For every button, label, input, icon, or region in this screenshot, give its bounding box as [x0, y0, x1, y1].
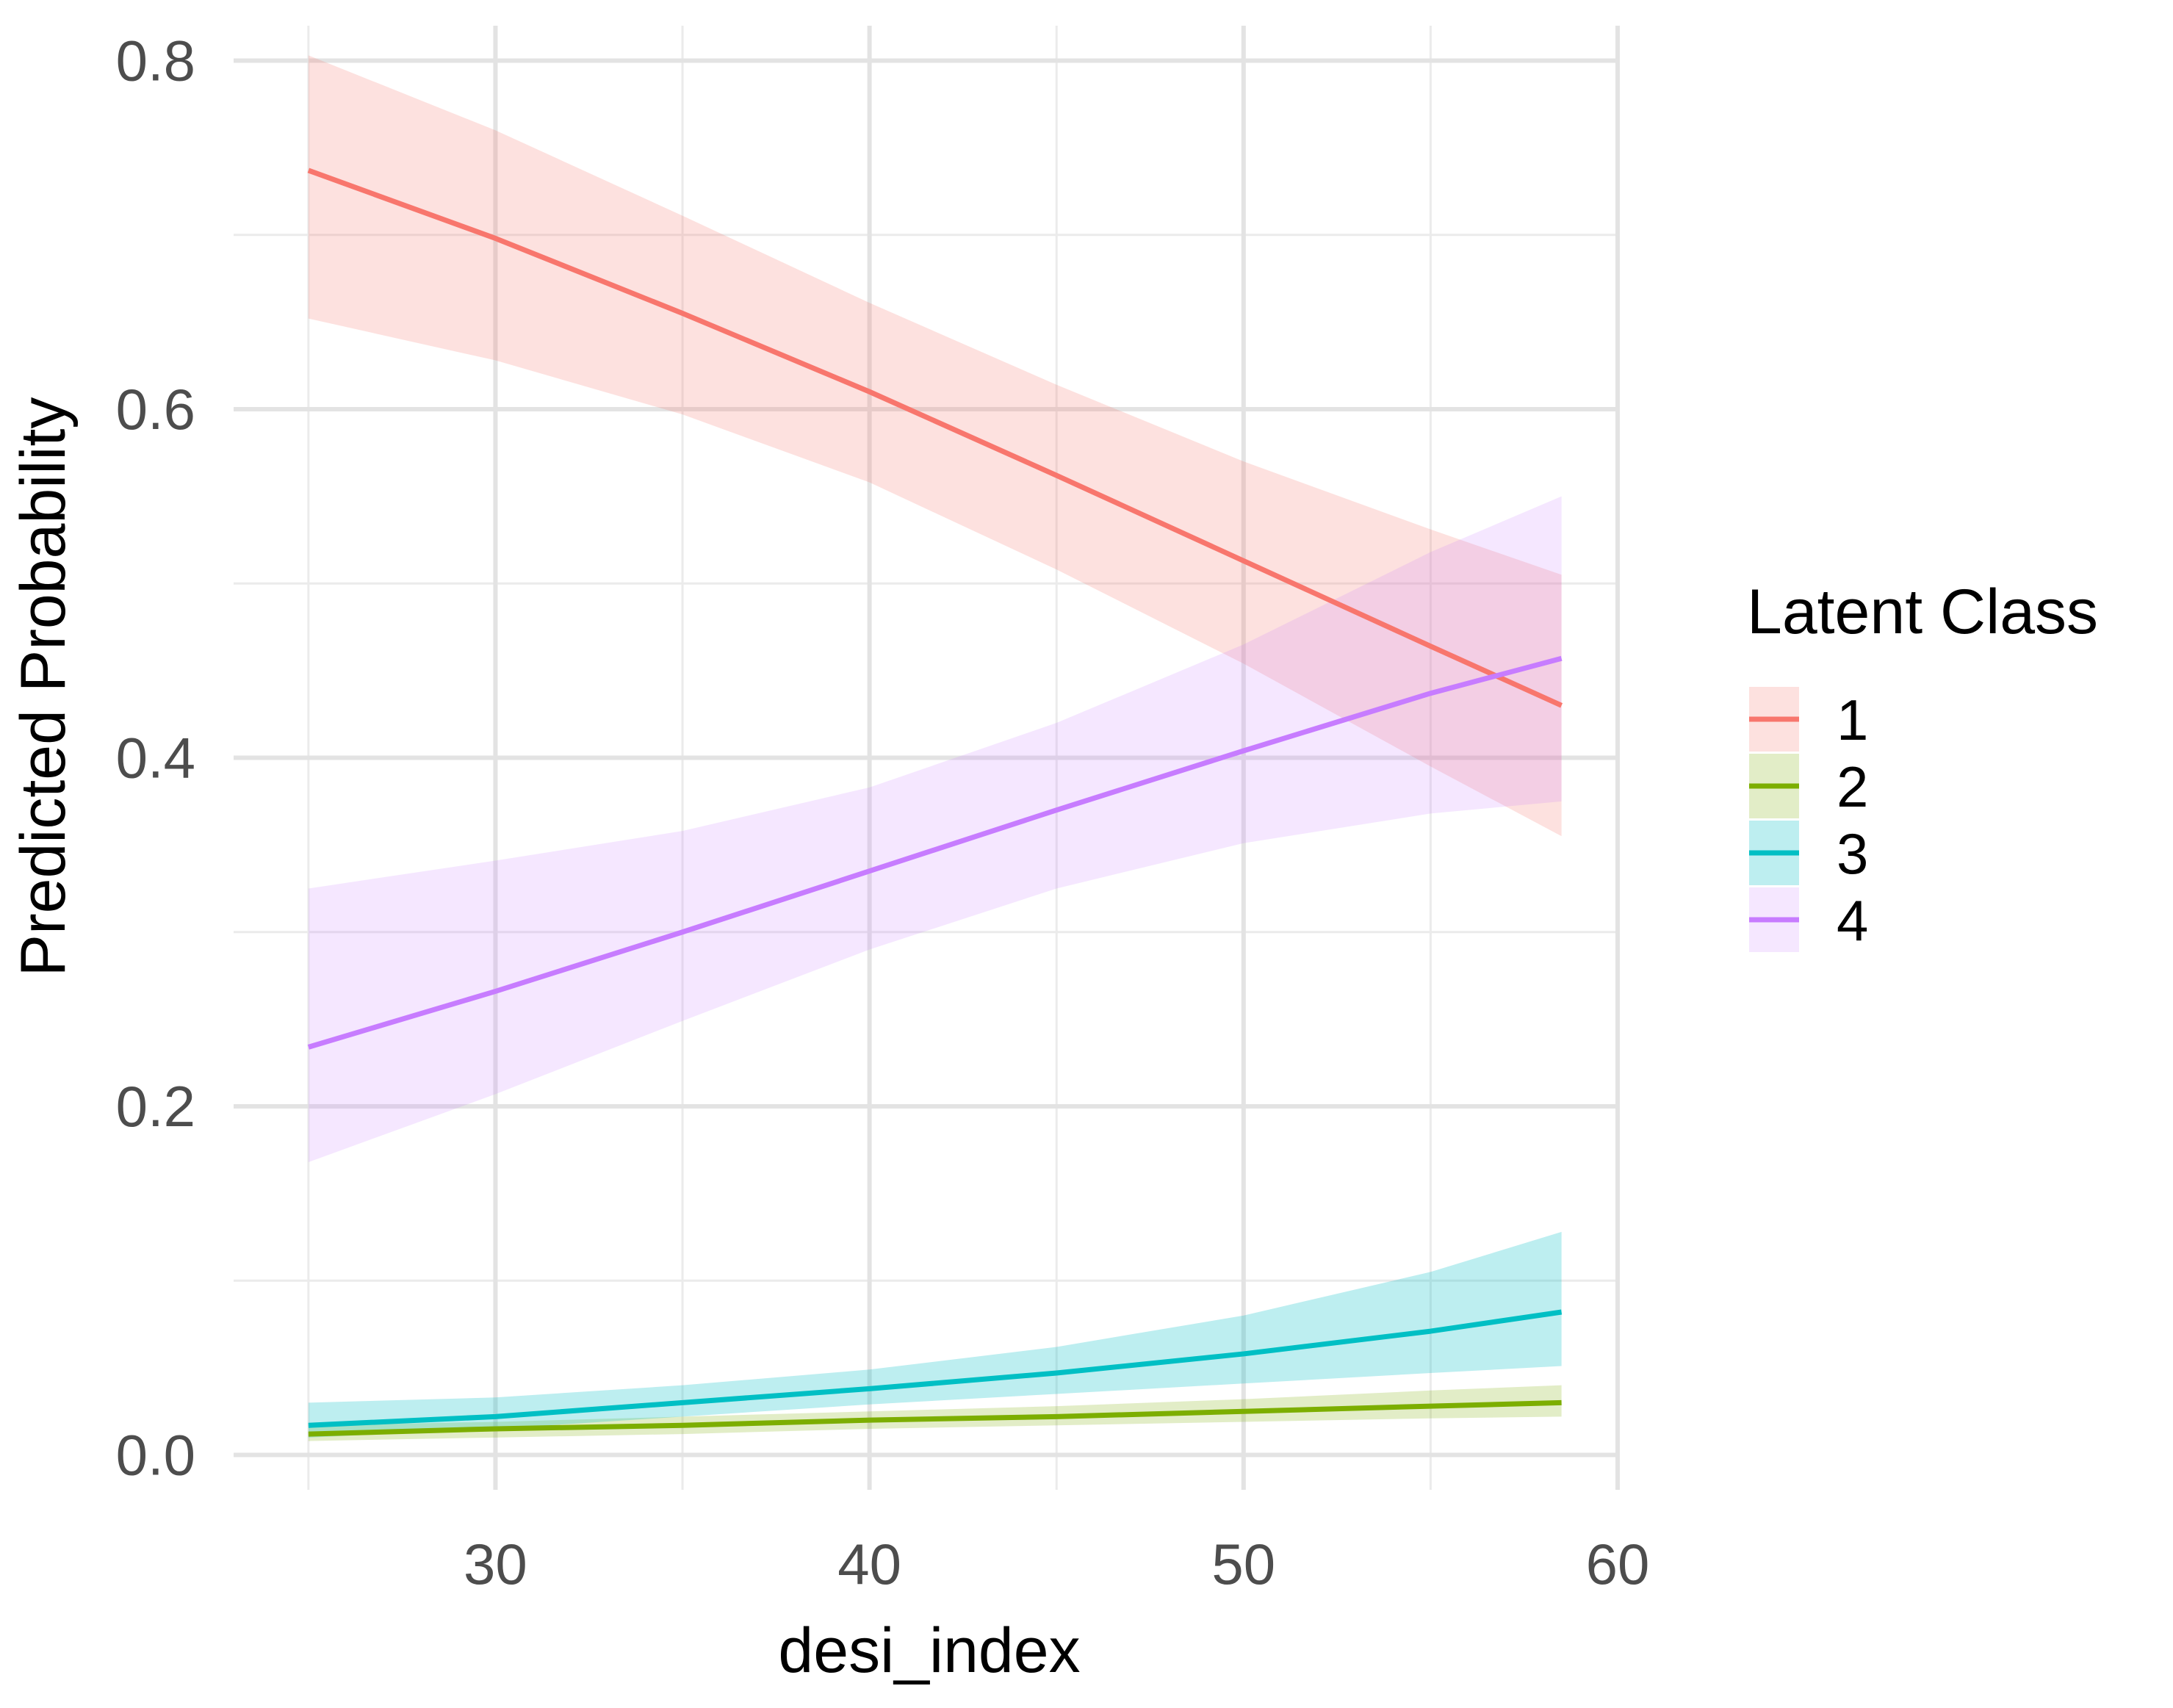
legend-item-4: 4 [1749, 887, 1868, 953]
legend-label: 3 [1837, 821, 1868, 886]
ribbon-class-4 [308, 496, 1562, 1162]
y-tick-label: 0.2 [116, 1074, 195, 1139]
legend-item-3: 3 [1749, 821, 1868, 886]
line-class-3 [308, 1309, 1563, 1428]
series-lines [307, 167, 1563, 1437]
tick-labels: 30 40 50 60 0.0 0.2 0.4 0.6 0.8 [116, 28, 1650, 1596]
line-class-1 [307, 167, 1563, 708]
legend-label: 4 [1837, 888, 1868, 953]
y-tick-label: 0.8 [116, 28, 195, 93]
legend-title: Latent Class [1747, 577, 2098, 647]
x-tick-label: 40 [837, 1532, 901, 1596]
x-tick-label: 50 [1211, 1532, 1275, 1596]
legend-label: 1 [1837, 688, 1868, 752]
legend-item-1: 1 [1749, 687, 1868, 752]
x-tick-label: 30 [464, 1532, 527, 1596]
x-axis-title: desi_index [778, 1615, 1080, 1686]
legend-item-2: 2 [1749, 754, 1868, 819]
y-tick-label: 0.4 [116, 726, 195, 790]
line-class-2 [308, 1399, 1562, 1437]
grid [234, 26, 1620, 1490]
ribbon-class-1 [308, 55, 1562, 837]
y-tick-label: 0.6 [116, 377, 195, 442]
line-class-4 [307, 655, 1563, 1050]
y-axis-title: Predicted Probability [8, 397, 79, 977]
x-tick-label: 60 [1586, 1532, 1650, 1596]
legend-label: 2 [1837, 754, 1868, 819]
y-tick-label: 0.0 [116, 1423, 195, 1488]
